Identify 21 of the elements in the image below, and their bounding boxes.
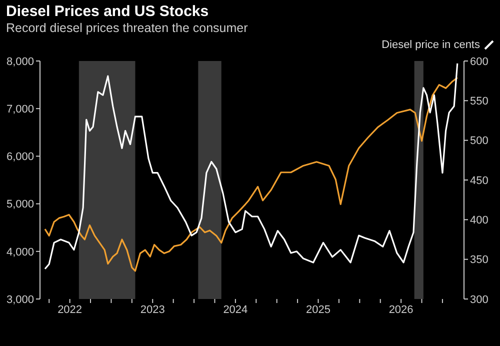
y-tick-label: 7,000	[6, 104, 34, 116]
x-tick-label: 2023	[140, 304, 165, 316]
y2-tick-label: 600	[470, 56, 488, 68]
y2-tick-label: 350	[470, 254, 488, 266]
chart-title: Diesel Prices and US Stocks	[5, 2, 210, 20]
x-tick-label: 2022	[58, 304, 82, 316]
x-tick-label: 2024	[223, 304, 248, 316]
y-tick-label: 8,000	[6, 56, 34, 68]
y2-tick-label: 400	[470, 214, 488, 227]
x-tick-label: 2026	[388, 304, 414, 316]
x-tick-label: 2025	[306, 304, 330, 316]
y-tick-label: 6,000	[6, 151, 34, 164]
y2-tick-label: 300	[470, 294, 488, 306]
legend-label: Diesel price in cents	[382, 39, 480, 51]
y2-tick-label: 450	[470, 174, 488, 187]
y-tick-label: 3,000	[6, 294, 34, 306]
y2-tick-label: 550	[470, 96, 488, 108]
y2-tick-label: 500	[470, 135, 488, 148]
y-tick-label: 4,000	[6, 246, 34, 258]
chart-subtitle: Record diesel prices threaten the consumer	[5, 20, 249, 37]
y-tick-label: 5,000	[6, 198, 34, 211]
